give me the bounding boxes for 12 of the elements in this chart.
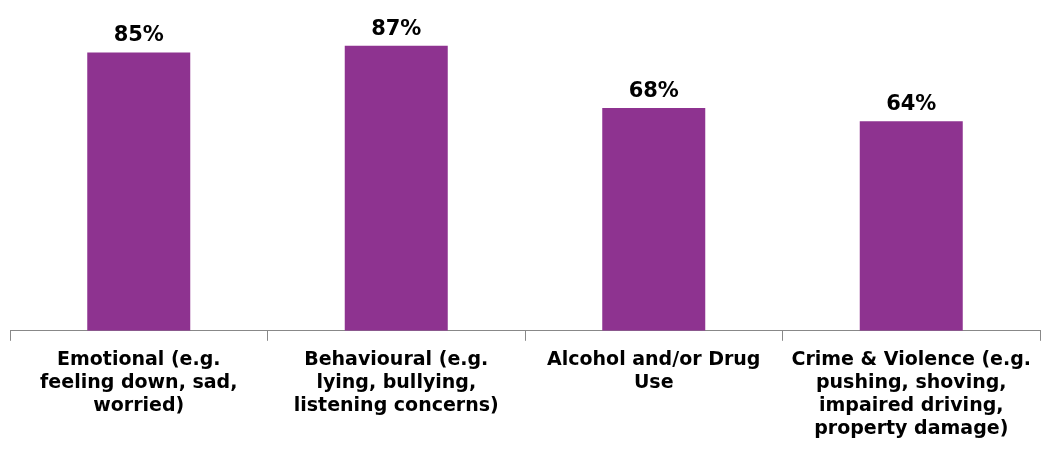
bar <box>859 121 963 331</box>
x-tick-label: Alcohol and/or Drug Use <box>547 347 761 392</box>
data-label: 68% <box>628 78 679 103</box>
x-tick-label: Behavioural (e.g. lying, bullying, listening concerns) <box>293 347 499 415</box>
bar <box>602 108 706 331</box>
bar <box>87 52 191 331</box>
bar <box>344 45 448 331</box>
data-label: 85% <box>113 22 164 47</box>
x-tick-label: Emotional (e.g. feeling down, sad, worried) <box>40 347 238 415</box>
data-label: 87% <box>371 15 422 40</box>
x-tick-label: Crime & Violence (e.g. pushing, shoving, impaired driving, property damage) <box>791 347 1032 438</box>
data-label: 64% <box>886 91 937 116</box>
